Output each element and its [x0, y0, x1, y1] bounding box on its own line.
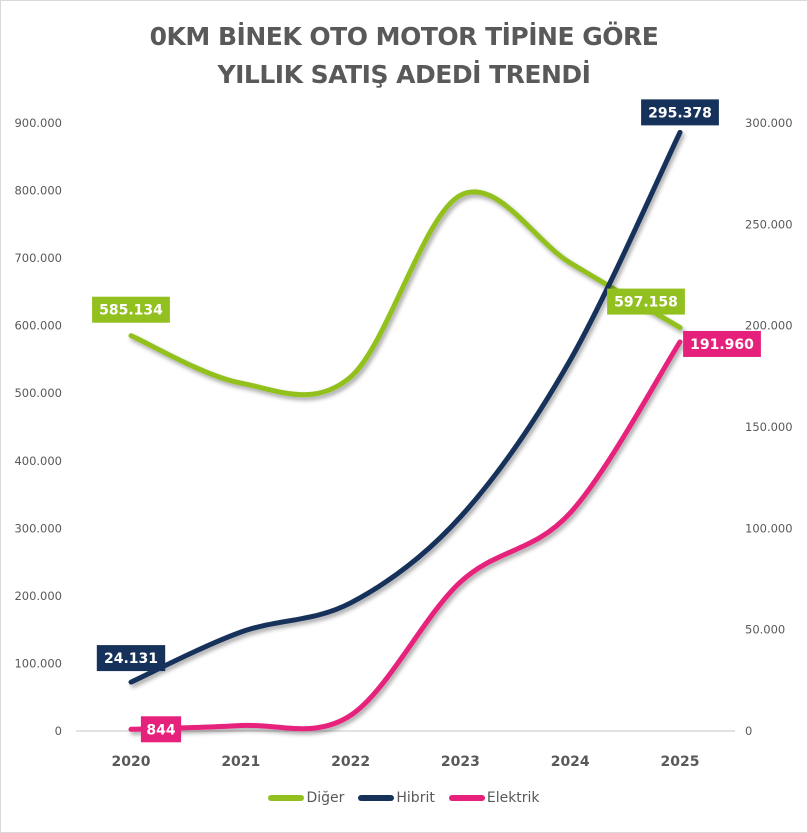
data-label-diger: 597.158 [614, 295, 678, 311]
x-axis-tick-label: 2025 [661, 754, 700, 770]
right-axis-tick-label: 300.000 [745, 116, 793, 130]
data-label-diger: 585.134 [99, 303, 163, 319]
left-axis-tick-label: 500.000 [14, 386, 62, 400]
x-axis-tick-label: 2021 [221, 754, 260, 770]
left-axis-tick-label: 0 [55, 724, 62, 738]
legend-swatch-elektrik [448, 795, 485, 801]
data-label-box-diger [607, 288, 685, 315]
data-label-hibrit: 24.131 [104, 651, 158, 667]
legend-swatch-hibrit [358, 795, 395, 801]
left-axis-tick-label: 800.000 [14, 184, 62, 198]
x-axis-tick-label: 2022 [331, 754, 370, 770]
chart-title-line-2: YILLIK SATIŞ ADEDİ TRENDİ [217, 60, 591, 89]
right-axis-tick-label: 50.000 [745, 623, 785, 637]
legend-item-hibrit[interactable]: Hibrit [358, 790, 435, 806]
left-axis-tick-label: 700.000 [14, 251, 62, 265]
series-line-hibrit [128, 129, 683, 685]
right-axis-tick-label: 100.000 [745, 521, 793, 535]
legend-swatch-diger [268, 795, 305, 801]
right-axis-tick-label: 0 [745, 724, 752, 738]
legend-label-diger: Diğer [306, 790, 345, 806]
x-axis-tick-label: 2020 [112, 754, 151, 770]
legend-item-elektrik[interactable]: Elektrik [448, 790, 540, 806]
left-axis-tick-label: 400.000 [14, 454, 62, 468]
data-label-elektrik: 191.960 [690, 337, 754, 353]
data-label-hibrit: 295.378 [648, 105, 712, 121]
data-label-box-diger [92, 296, 170, 323]
series-line-elektrik [128, 339, 683, 732]
left-axis-tick-label: 100.000 [14, 656, 62, 670]
legend-label-hibrit: Hibrit [396, 790, 435, 806]
left-axis-tick-label: 900.000 [14, 116, 62, 130]
legend-label-elektrik: Elektrik [486, 790, 540, 806]
legend-item-diger[interactable]: Diğer [268, 790, 344, 806]
data-label-box-elektrik [140, 716, 182, 743]
series-line-diger [128, 189, 683, 398]
left-axis-tick-label: 200.000 [14, 589, 62, 603]
data-label-box-elektrik [683, 330, 761, 357]
chart-title-line-1: 0KM BİNEK OTO MOTOR TİPİNE GÖRE [149, 22, 659, 51]
right-axis-tick-label: 200.000 [745, 319, 793, 333]
data-label-box-hibrit [641, 99, 719, 126]
right-axis-tick-label: 150.000 [745, 420, 793, 434]
x-axis-tick-label: 2023 [441, 754, 480, 770]
left-axis-tick-label: 600.000 [14, 319, 62, 333]
chart-title: 0KM BİNEK OTO MOTOR TİPİNE GÖRE YILLIK S… [0, 18, 808, 94]
right-axis-tick-label: 250.000 [745, 217, 793, 231]
left-axis-tick-label: 300.000 [14, 521, 62, 535]
data-label-box-hibrit [96, 645, 166, 672]
x-axis-tick-label: 2024 [551, 754, 590, 770]
legend: Diğer Hibrit Elektrik [0, 790, 808, 806]
data-label-elektrik: 844 [146, 722, 175, 738]
